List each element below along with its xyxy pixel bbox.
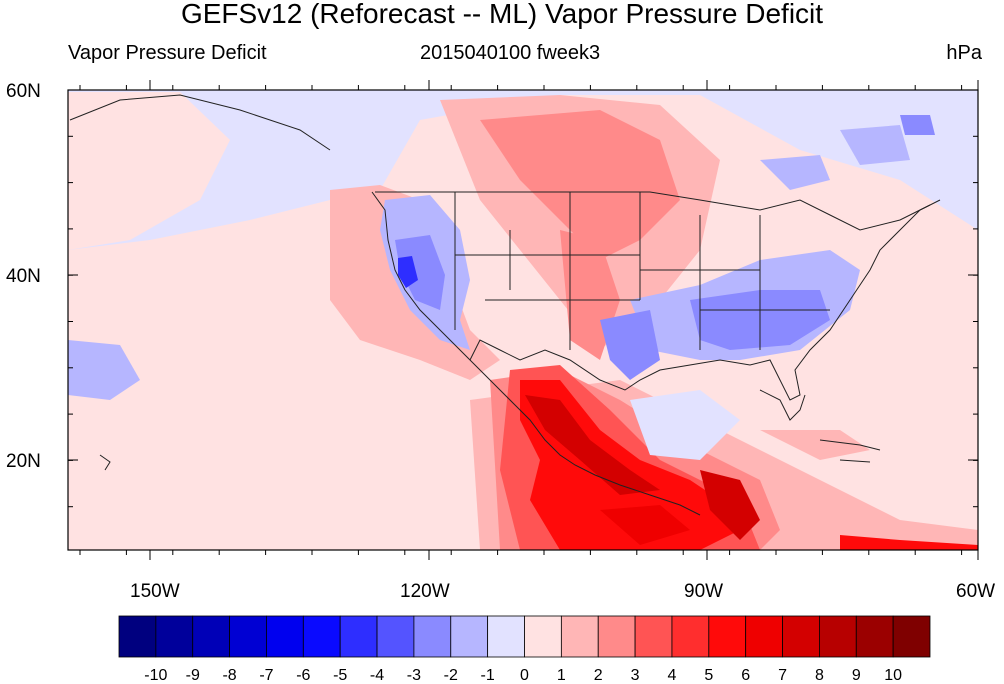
map-title: GEFSv12 (Reforecast -- ML) Vapor Pressur… xyxy=(180,0,824,29)
coastline-overlay xyxy=(69,94,941,516)
forecast-time: 2015040100 fweek3 xyxy=(420,42,601,64)
axis-ticks xyxy=(68,80,979,560)
variable-name: Vapor Pressure Deficit xyxy=(68,42,267,64)
map-frame xyxy=(67,89,979,551)
lon-label-150w: 150W xyxy=(130,581,180,602)
vpd-field xyxy=(68,90,978,550)
lat-label-60n: 60N xyxy=(6,81,41,102)
units: hPa xyxy=(946,42,982,64)
lat-label-20n: 20N xyxy=(6,451,41,472)
lon-label-90w: 90W xyxy=(684,581,723,602)
lon-label-60w: 60W xyxy=(956,581,995,602)
lat-label-40n: 40N xyxy=(6,266,41,287)
lon-label-120w: 120W xyxy=(400,581,450,602)
